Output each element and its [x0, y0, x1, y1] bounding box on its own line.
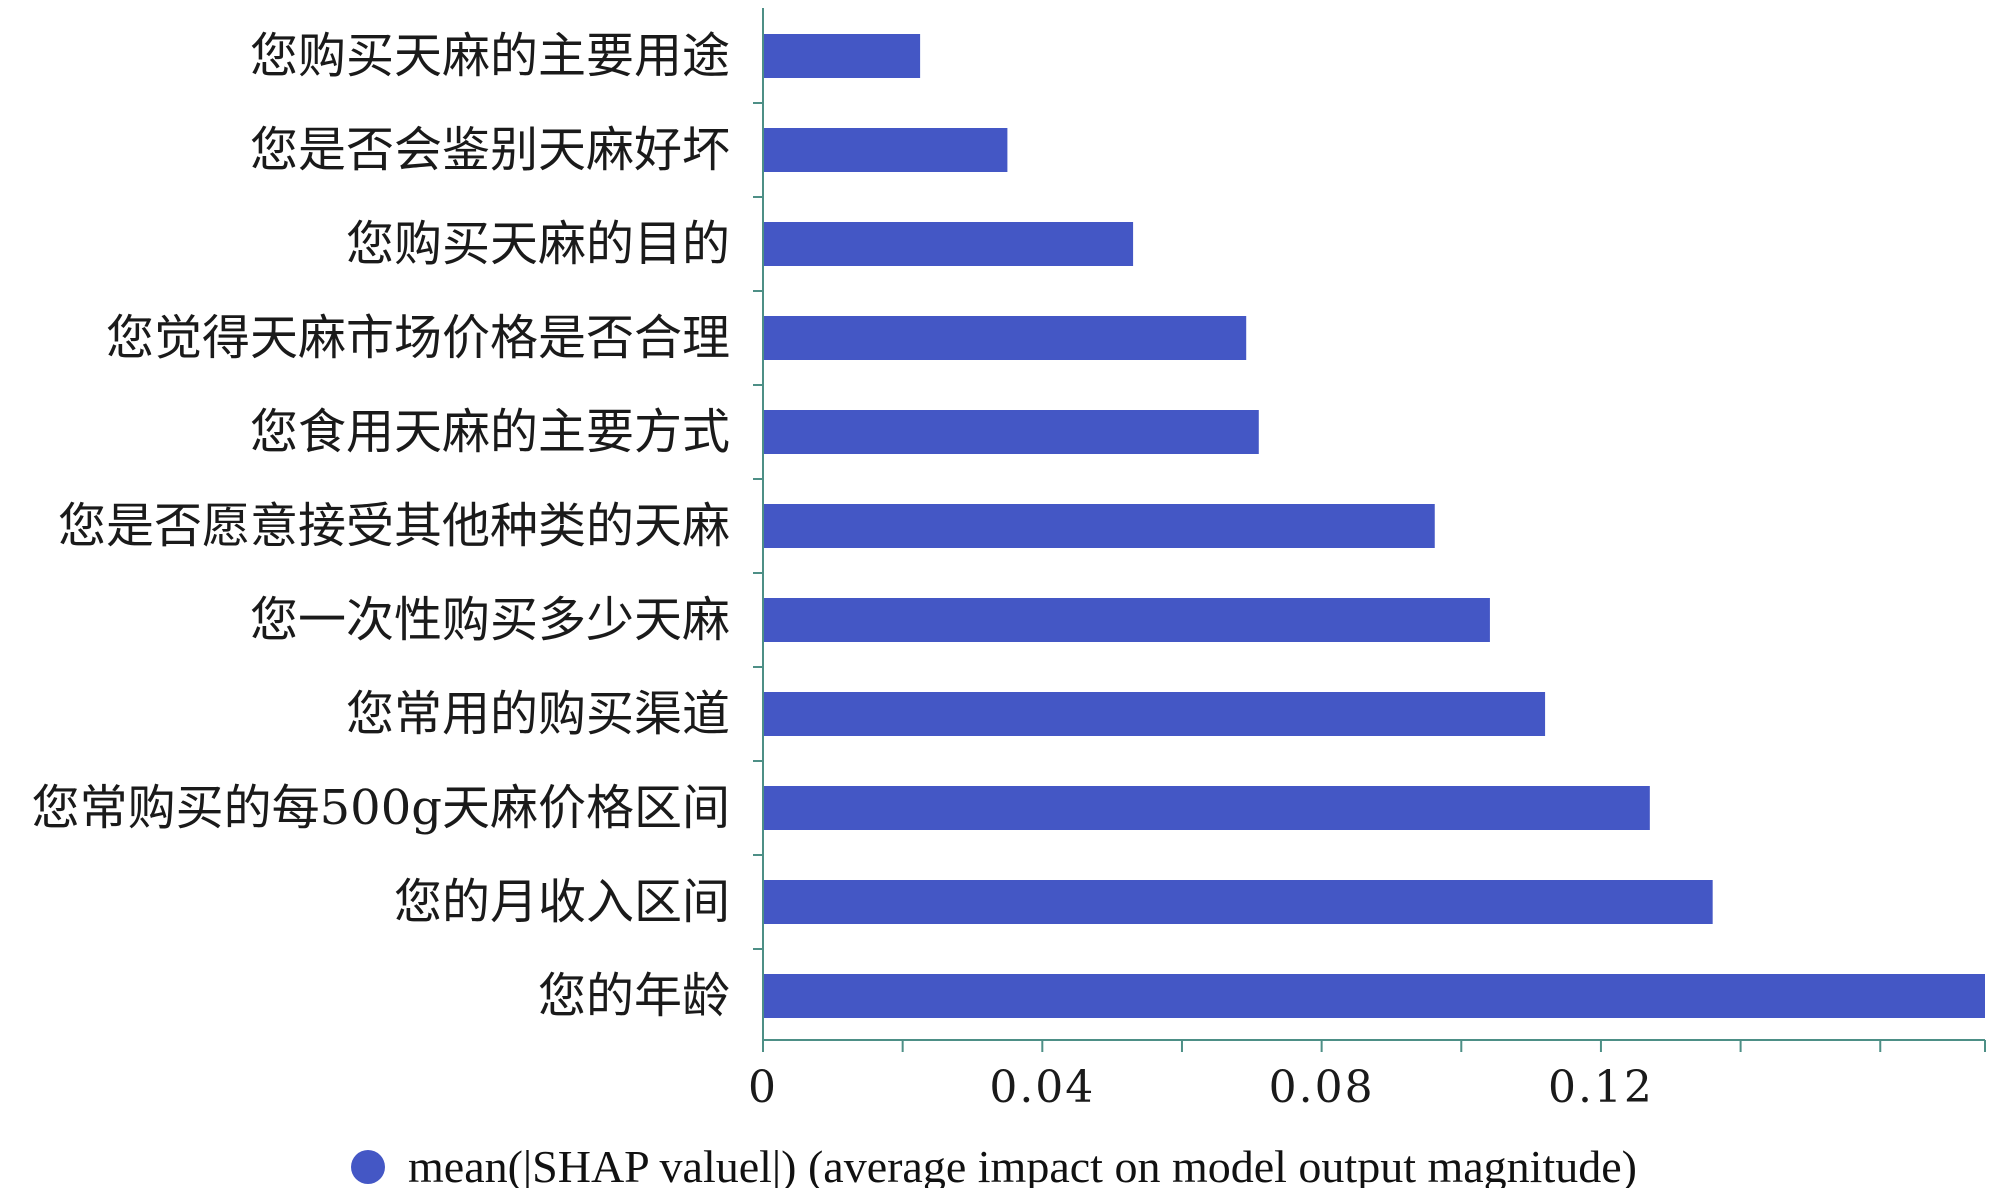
- category-label: 您一次性购买多少天麻: [250, 592, 730, 648]
- bar: [763, 974, 1985, 1018]
- bar: [763, 504, 1435, 548]
- bar: [763, 598, 1490, 642]
- bar: [763, 34, 921, 78]
- bar: [763, 880, 1713, 924]
- legend: mean(|SHAP valuel|) (average impact on m…: [351, 1141, 1637, 1188]
- category-label: 您觉得天麻市场价格是否合理: [106, 310, 730, 366]
- bar: [763, 316, 1247, 360]
- x-tick-label: 0.12: [1548, 1062, 1654, 1113]
- bar: [763, 692, 1546, 736]
- category-label: 您食用天麻的主要方式: [250, 404, 730, 460]
- bar: [763, 222, 1134, 266]
- category-label: 您是否愿意接受其他种类的天麻: [58, 498, 730, 554]
- category-label: 您购买天麻的目的: [346, 216, 730, 272]
- category-label: 您购买天麻的主要用途: [250, 28, 730, 84]
- legend-marker-icon: [351, 1150, 385, 1184]
- bars: [763, 34, 1985, 1018]
- bar: [763, 128, 1008, 172]
- category-label: 您的月收入区间: [394, 874, 730, 930]
- category-label: 您是否会鉴别天麻好坏: [250, 122, 730, 178]
- tick-labels: 0 0.04 0.08 0.12: [748, 1062, 1654, 1113]
- x-tick-label: 0.04: [989, 1062, 1095, 1113]
- category-label: 您常用的购买渠道: [346, 686, 730, 742]
- bar: [763, 410, 1259, 454]
- category-label: 您常购买的每500g天麻价格区间: [32, 780, 730, 836]
- category-labels: 您购买天麻的主要用途您是否会鉴别天麻好坏您购买天麻的目的您觉得天麻市场价格是否合…: [32, 28, 730, 1024]
- bar: [763, 786, 1650, 830]
- axes: [753, 8, 1986, 1052]
- legend-label: mean(|SHAP valuel|) (average impact on m…: [408, 1141, 1637, 1188]
- category-label: 您的年龄: [538, 968, 730, 1024]
- x-tick-label: 0: [748, 1062, 778, 1113]
- x-tick-label: 0.08: [1269, 1062, 1375, 1113]
